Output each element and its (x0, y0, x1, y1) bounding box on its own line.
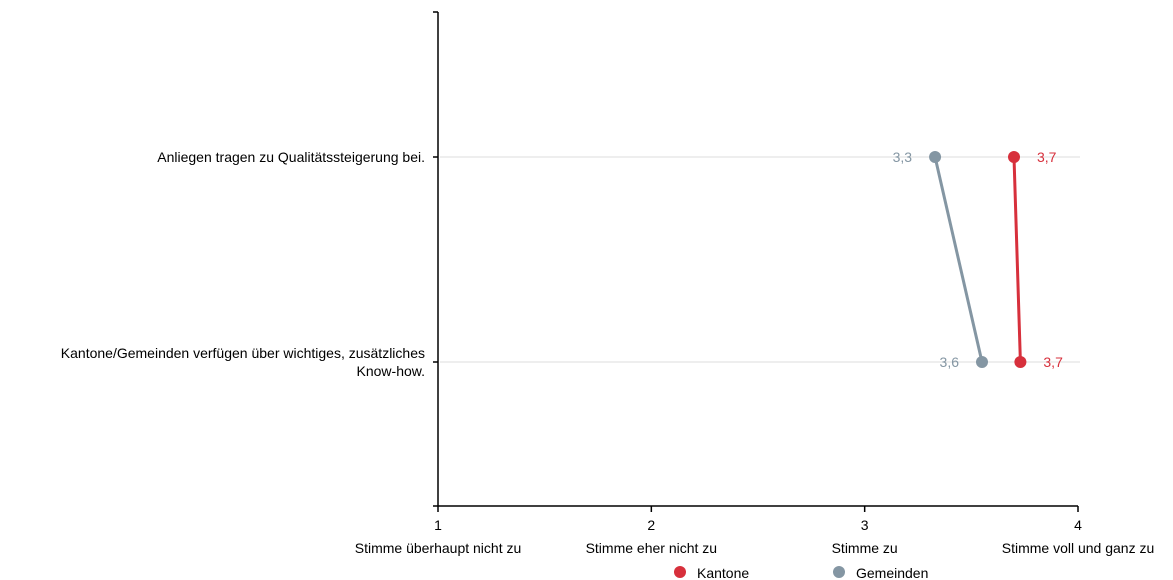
data-point-gemeinden (976, 356, 988, 368)
category-label: Know-how. (357, 363, 425, 379)
data-label-gemeinden: 3,3 (893, 149, 913, 165)
x-tick-number: 4 (1074, 517, 1082, 533)
data-point-kantone (1014, 356, 1027, 368)
x-tick-number: 1 (434, 517, 442, 533)
legend-marker-kantone (674, 566, 686, 578)
series-line-gemeinden (933, 156, 984, 363)
x-tick-label: Stimme eher nicht zu (586, 540, 718, 556)
legend-marker-gemeinden (833, 566, 845, 578)
legend-label-kantone: Kantone (697, 565, 749, 580)
data-label-kantone: 3,7 (1037, 149, 1057, 165)
data-point-kantone (1008, 151, 1020, 163)
x-tick-label: Stimme voll und ganz zu (1002, 540, 1155, 556)
data-label-kantone: 3,7 (1043, 354, 1063, 370)
category-label: Anliegen tragen zu Qualitätssteigerung b… (157, 149, 425, 165)
x-tick-number: 2 (647, 517, 655, 533)
category-label: Kantone/Gemeinden verfügen über wichtige… (61, 345, 425, 361)
data-label-gemeinden: 3,6 (940, 354, 960, 370)
x-tick-number: 3 (861, 517, 869, 533)
x-tick-label: Stimme überhaupt nicht zu (355, 540, 522, 556)
series-line-kantone (1012, 156, 1022, 363)
data-point-gemeinden (929, 151, 942, 163)
x-tick-label: Stimme zu (832, 540, 898, 556)
legend-label-gemeinden: Gemeinden (856, 565, 928, 580)
